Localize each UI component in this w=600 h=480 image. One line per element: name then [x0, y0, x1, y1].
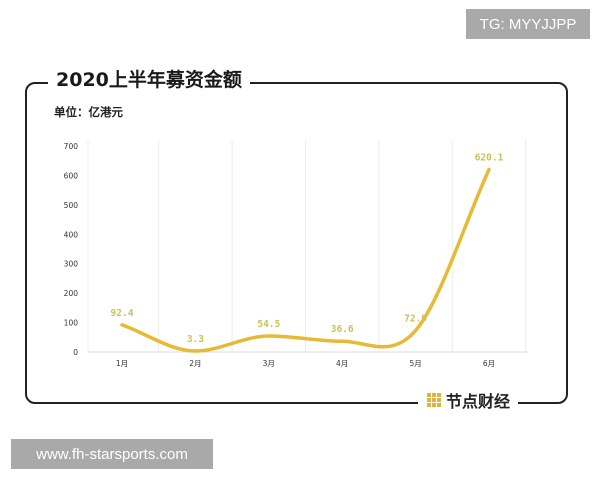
watermark-bottom: www.fh-starsports.com: [11, 439, 213, 469]
brand-logo-dot: [437, 403, 441, 407]
y-tick-label: 600: [64, 171, 79, 180]
x-tick-label: 2月: [189, 359, 201, 368]
y-tick-label: 300: [64, 260, 79, 269]
x-tick-label: 1月: [116, 359, 128, 368]
x-tick-label: 6月: [483, 359, 495, 368]
data-label: 36.6: [331, 324, 354, 335]
series-line: [120, 167, 491, 353]
brand-name: 节点财经: [446, 392, 511, 411]
y-tick-label: 500: [64, 201, 79, 210]
chart-frame: [25, 82, 568, 404]
chart-title: 2020上半年募资金额: [48, 66, 250, 94]
data-label: 92.4: [111, 308, 134, 319]
brand-logo-icon: [427, 393, 441, 407]
x-tick-label: 3月: [263, 359, 275, 368]
y-tick-label: 100: [64, 319, 79, 328]
brand-logo-dot: [427, 393, 431, 397]
watermark-top: TG: MYYJJPP: [466, 9, 590, 39]
y-tick-label: 200: [64, 289, 79, 298]
brand-logo-dot: [437, 393, 441, 397]
brand-logo-dot: [427, 403, 431, 407]
brand-mark: 节点财经: [418, 387, 519, 413]
brand-logo-dot: [437, 398, 441, 402]
y-tick-label: 700: [64, 142, 79, 151]
y-tick-label: 400: [64, 230, 79, 239]
brand-logo-dot: [432, 403, 436, 407]
data-label: 72.9: [404, 314, 427, 325]
data-label: 54.5: [257, 319, 280, 330]
brand-logo-dot: [427, 398, 431, 402]
data-label: 620.1: [475, 153, 504, 164]
y-tick-label: 0: [73, 348, 78, 357]
data-label: 3.3: [187, 334, 204, 345]
unit-label: 单位：亿港元: [54, 105, 123, 119]
brand-logo-dot: [432, 393, 436, 397]
brand-logo-dot: [432, 398, 436, 402]
x-tick-label: 4月: [336, 359, 348, 368]
x-tick-label: 5月: [409, 359, 421, 368]
